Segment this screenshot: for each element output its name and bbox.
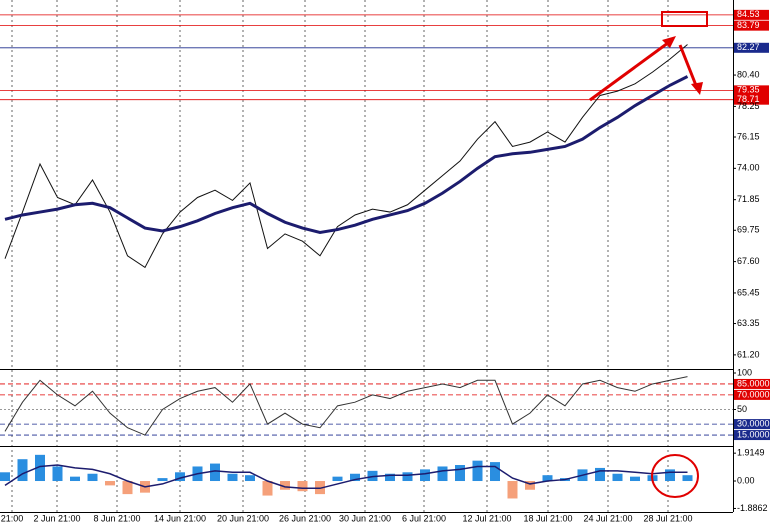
highlight-circle	[651, 454, 699, 498]
y-tick-label: 67.60	[737, 256, 760, 266]
x-tick-label: 18 Jul 21:00	[523, 513, 572, 523]
target-box	[661, 11, 708, 27]
drop-arrow	[678, 44, 699, 89]
y-tick-label: 70.0000	[737, 389, 770, 399]
series-line	[4, 464, 688, 490]
tick-label-box	[734, 419, 770, 430]
histogram-bar	[122, 481, 133, 495]
histogram-bar	[262, 481, 273, 496]
y-tick-label: 30.0000	[737, 418, 770, 428]
histogram-bar	[175, 472, 185, 482]
histogram-bar	[35, 454, 45, 482]
histogram-bar	[542, 475, 553, 482]
histogram-bar	[17, 459, 28, 482]
histogram-bar	[507, 481, 518, 499]
histogram-bar	[297, 481, 308, 492]
histogram-bar	[87, 473, 98, 482]
annotations	[589, 11, 708, 498]
histogram-bar	[402, 472, 413, 482]
histogram-bar	[420, 469, 430, 482]
histogram-bar	[682, 475, 693, 482]
level-label: 79.35	[737, 85, 760, 95]
histogram-bar	[245, 475, 255, 482]
series-line	[4, 376, 688, 436]
x-tick-label: 26 Jun 21:00	[279, 513, 331, 523]
histogram-bar	[665, 469, 675, 482]
x-tick-label: 12 Jul 21:00	[462, 513, 511, 523]
histogram-bar	[332, 476, 343, 482]
x-tick-label: 24 Jul 21:00	[583, 513, 632, 523]
arrow-head	[662, 36, 676, 48]
x-tick-label: 8 Jun 21:00	[93, 513, 140, 523]
histogram-bar	[105, 481, 115, 486]
level-label: 84.53	[737, 9, 760, 19]
level-label-box	[734, 42, 769, 53]
series-line	[4, 44, 688, 269]
y-tick-label: 63.35	[737, 318, 760, 328]
x-tick-label: 30 Jun 21:00	[339, 513, 391, 523]
y-tick-label: 1.9149	[737, 448, 765, 458]
y-tick-label: 61.20	[737, 349, 760, 359]
histogram-bar	[525, 481, 535, 490]
histogram-bar	[70, 476, 80, 482]
y-tick-label: 50	[737, 404, 747, 414]
level-label-box	[734, 20, 769, 31]
series-line	[4, 75, 689, 234]
level-label-box	[734, 94, 769, 105]
histogram-bar	[437, 466, 448, 482]
y-tick-label: 80.40	[737, 69, 760, 79]
x-tick-label: 2 Jun 21:00	[33, 513, 80, 523]
histogram-bar	[455, 465, 465, 482]
histogram-bar	[280, 481, 290, 490]
x-tick-label: 6 Jul 21:00	[402, 513, 446, 523]
y-tick-label: 100	[737, 367, 752, 377]
y-tick-label: 0.00	[737, 475, 755, 485]
level-label: 83.79	[737, 20, 760, 30]
histogram-bar	[227, 473, 238, 482]
y-tick-label: 74.00	[737, 163, 760, 173]
level-label-box	[734, 9, 769, 20]
y-tick-label: -1.8862	[737, 503, 768, 513]
x-tick-label: 28 Jul 21:00	[643, 513, 692, 523]
x-tick-label: 20 Jun 21:00	[217, 513, 269, 523]
y-tick-label: 76.15	[737, 131, 760, 141]
histogram-bar	[595, 467, 605, 482]
histogram-bar	[52, 466, 63, 482]
y-tick-label: 71.85	[737, 194, 760, 204]
tick-label-box	[734, 378, 770, 389]
x-tick-label: 21:00	[1, 513, 24, 523]
y-tick-label: 69.75	[737, 225, 760, 235]
plot-area	[0, 0, 733, 512]
level-label: 78.71	[737, 94, 760, 104]
histogram-bar	[350, 473, 360, 482]
y-tick-label: 15.0000	[737, 429, 770, 439]
histogram-bar	[157, 478, 168, 482]
histogram-bar	[630, 476, 640, 482]
level-label-box	[734, 85, 769, 96]
histogram-bar	[490, 462, 500, 482]
histogram-bar	[210, 463, 220, 482]
histogram-bar	[612, 473, 623, 482]
y-tick-label: 85.0000	[737, 378, 770, 388]
arrow-head	[691, 82, 703, 95]
trend-arrow	[589, 38, 673, 102]
tick-label-box	[734, 430, 770, 441]
level-label: 82.27	[737, 42, 760, 52]
y-tick-label: 65.45	[737, 287, 760, 297]
x-tick-label: 14 Jun 21:00	[154, 513, 206, 523]
y-tick-label: 78.25	[737, 101, 760, 111]
histogram-bar	[385, 473, 395, 482]
tick-label-box	[734, 389, 770, 400]
histogram-bar	[0, 472, 10, 482]
histogram-bar	[472, 460, 483, 482]
